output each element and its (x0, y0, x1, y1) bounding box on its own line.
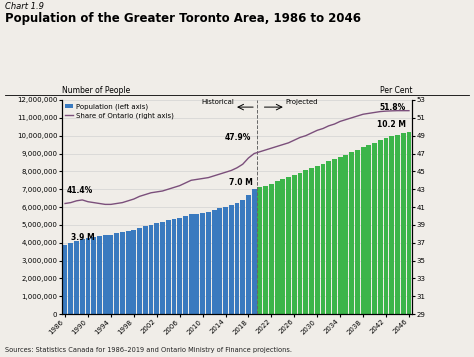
Bar (194, 214, 199, 314)
Bar (183, 216, 188, 314)
Bar (91, 237, 96, 314)
Bar (211, 211, 217, 314)
Bar (155, 223, 159, 314)
Text: 51.8%: 51.8% (380, 104, 406, 112)
Bar (332, 159, 337, 314)
Text: Per Cent: Per Cent (380, 86, 412, 95)
Bar (223, 207, 228, 314)
Text: Population of the Greater Toronto Area, 1986 to 2046: Population of the Greater Toronto Area, … (5, 12, 361, 25)
Bar (349, 152, 354, 314)
Bar (389, 136, 394, 314)
Text: 41.4%: 41.4% (66, 186, 92, 195)
Bar (143, 226, 148, 314)
Bar (281, 178, 285, 314)
Bar (160, 222, 165, 314)
Bar (320, 164, 326, 314)
Text: Projected: Projected (286, 99, 318, 105)
Bar (148, 225, 154, 314)
Bar (68, 243, 73, 314)
Bar (292, 175, 297, 314)
Bar (97, 236, 102, 314)
Text: 10.2 M: 10.2 M (377, 120, 406, 130)
Bar (109, 235, 113, 314)
Bar (240, 200, 245, 314)
Bar (407, 132, 411, 314)
Bar (85, 238, 91, 314)
Bar (275, 181, 280, 314)
Bar (344, 155, 348, 314)
Bar (263, 186, 268, 314)
Bar (298, 173, 302, 314)
Text: Chart 1.9: Chart 1.9 (5, 2, 44, 11)
Bar (189, 214, 193, 314)
Bar (74, 241, 79, 314)
Text: 47.9%: 47.9% (225, 133, 251, 142)
Bar (326, 161, 331, 314)
Bar (361, 147, 365, 314)
Bar (383, 138, 389, 314)
Bar (303, 171, 308, 314)
Text: Sources: Statistics Canada for 1986–2019 and Ontario Ministry of Finance project: Sources: Statistics Canada for 1986–2019… (5, 347, 292, 353)
Bar (286, 177, 291, 314)
Bar (206, 212, 211, 314)
Bar (252, 189, 256, 314)
Text: Number of People: Number of People (62, 86, 130, 95)
Bar (131, 230, 136, 314)
Bar (126, 231, 130, 314)
Bar (309, 168, 314, 314)
Bar (177, 218, 182, 314)
Bar (269, 184, 274, 314)
Bar (229, 205, 234, 314)
Text: 7.0 M: 7.0 M (229, 177, 253, 187)
Bar (114, 233, 119, 314)
Bar (172, 219, 176, 314)
Bar (63, 246, 67, 314)
Bar (120, 232, 125, 314)
Bar (395, 135, 400, 314)
Legend: Population (left axis), Share of Ontario (right axis): Population (left axis), Share of Ontario… (65, 104, 174, 119)
Bar (257, 187, 263, 314)
Bar (338, 157, 343, 314)
Bar (137, 228, 142, 314)
Bar (80, 239, 85, 314)
Text: Historical: Historical (201, 99, 234, 105)
Bar (246, 195, 251, 314)
Bar (366, 145, 371, 314)
Bar (218, 208, 222, 314)
Bar (378, 141, 383, 314)
Bar (315, 166, 319, 314)
Bar (355, 150, 360, 314)
Text: 3.9 M: 3.9 M (71, 233, 94, 242)
Bar (166, 220, 171, 314)
Bar (401, 134, 406, 314)
Bar (372, 143, 377, 314)
Bar (235, 203, 239, 314)
Bar (103, 236, 108, 314)
Bar (200, 213, 205, 314)
